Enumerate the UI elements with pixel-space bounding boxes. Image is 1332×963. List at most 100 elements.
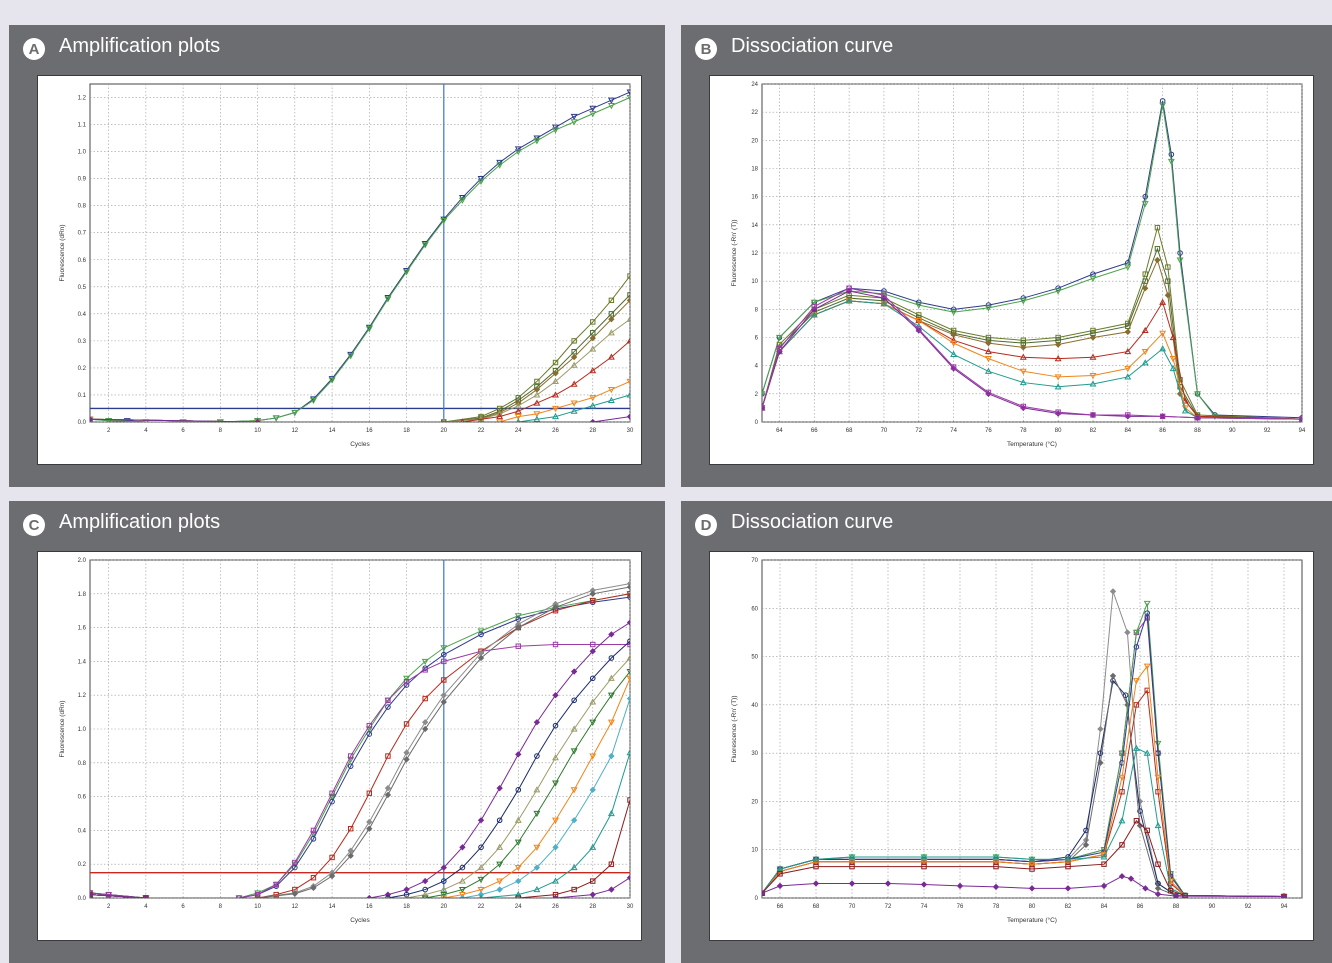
x-tick-label: 24	[515, 904, 522, 910]
data-point	[365, 326, 373, 333]
data-point	[329, 798, 335, 805]
data-point	[515, 877, 522, 885]
x-tick-label: 28	[589, 904, 596, 910]
data-point	[1055, 334, 1061, 341]
panel-b: B Dissociation curve 64 66 68 70 72 74 76 78 80 8…	[681, 25, 1332, 487]
x-tick-label: 2	[107, 428, 111, 434]
data-point	[329, 790, 335, 796]
data-point	[366, 818, 373, 826]
data-point	[589, 111, 597, 118]
data-point	[985, 302, 992, 308]
data-point	[570, 353, 578, 361]
data-point	[1122, 692, 1129, 698]
data-point	[515, 751, 522, 758]
data-point	[1020, 403, 1026, 410]
data-point	[309, 831, 317, 838]
x-tick-label: 88	[1173, 904, 1180, 910]
data-point	[1154, 740, 1162, 748]
data-point	[496, 878, 504, 885]
data-point	[608, 886, 615, 893]
y-tick-label: 12	[751, 251, 758, 257]
data-point	[845, 297, 853, 304]
data-point	[590, 878, 596, 884]
y-tick-label: 40	[751, 703, 758, 709]
data-point	[627, 292, 630, 298]
data-point	[1054, 354, 1062, 362]
data-point	[496, 861, 504, 868]
data-point	[589, 105, 597, 112]
data-point	[1181, 405, 1189, 412]
x-tick-label: 94	[1281, 904, 1288, 910]
data-point	[956, 882, 964, 890]
data-point	[1109, 672, 1117, 680]
series-line	[90, 799, 630, 898]
data-series	[762, 873, 1288, 898]
amplification-plot-c: 2 4 6 8 10 12 14 16 18 20 22 24 26 28 300.00.20.40.60.…	[59, 558, 634, 924]
data-point	[590, 641, 596, 648]
y-tick-label: 0.3	[78, 339, 87, 345]
y-tick-label: 0.8	[78, 761, 87, 767]
data-point	[477, 876, 485, 884]
x-tick-label: 16	[366, 428, 373, 434]
data-point	[1133, 702, 1140, 708]
data-point	[608, 655, 615, 661]
data-point	[496, 886, 503, 893]
y-tick-label: 0.2	[78, 366, 87, 372]
series-line	[762, 747, 1285, 898]
panel-a: A Amplification plots 2 4 6 8 10 12 14 16 18 20 22…	[9, 25, 665, 487]
x-tick-label: 22	[478, 428, 485, 434]
series-line	[90, 416, 630, 422]
plot-area	[89, 83, 631, 423]
data-point	[347, 763, 354, 769]
series-line	[90, 294, 630, 422]
data-point	[533, 885, 541, 893]
data-point	[552, 754, 559, 761]
panel-c: C Amplification plots 2 4 6 8 10 12 14 16 18 20 22…	[9, 501, 665, 963]
data-point	[403, 269, 411, 276]
data-point	[514, 149, 522, 156]
data-point	[459, 844, 466, 851]
data-point	[458, 197, 466, 204]
plot-series	[90, 84, 630, 422]
x-tick-label: 6	[181, 428, 185, 434]
x-tick-label: 82	[1065, 904, 1072, 910]
data-point	[179, 419, 187, 422]
x-tick-label: 90	[1209, 904, 1216, 910]
data-point	[812, 880, 820, 887]
data-point	[90, 891, 94, 898]
x-tick-label: 14	[329, 904, 336, 910]
data-point	[1280, 893, 1288, 898]
data-point	[776, 346, 783, 352]
x-tick-label: 30	[627, 904, 634, 910]
data-point	[1124, 629, 1131, 636]
data-point	[291, 890, 298, 897]
panel-title: Dissociation curve	[731, 511, 894, 533]
series-line	[762, 225, 1302, 420]
y-tick-label: 18	[751, 167, 758, 173]
data-point	[950, 306, 957, 313]
data-point	[762, 890, 766, 897]
data-point	[626, 94, 630, 102]
data-point	[552, 127, 559, 134]
data-point	[478, 844, 484, 851]
data-point	[1097, 759, 1104, 766]
x-tick-label: 68	[813, 904, 820, 910]
data-point	[590, 597, 596, 604]
plot-series	[762, 98, 1302, 422]
x-tick-label: 12	[291, 428, 298, 434]
data-point	[421, 895, 429, 898]
data-point	[589, 590, 596, 597]
panel-letter-badge: C	[23, 514, 45, 536]
data-point	[1118, 873, 1126, 880]
data-point	[496, 419, 504, 422]
data-point	[1167, 888, 1174, 894]
x-tick-label: 70	[849, 904, 856, 910]
x-tick-label: 78	[1020, 428, 1027, 434]
data-point	[626, 391, 630, 398]
y-tick-label: 2.0	[78, 558, 87, 564]
data-point	[105, 418, 113, 422]
data-point	[1100, 853, 1108, 860]
data-point	[328, 872, 336, 880]
data-point	[385, 697, 391, 703]
data-point	[589, 366, 597, 374]
